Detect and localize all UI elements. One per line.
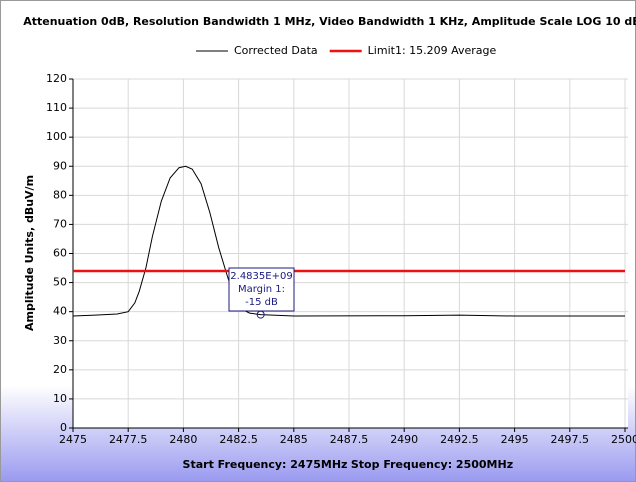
annotation-box	[228, 267, 295, 312]
x-tick-label: 2482.5	[219, 433, 258, 446]
footer-stop: Stop Frequency: 2500MHz	[351, 458, 513, 471]
y-axis-label: Amplitude Units, dBuV/m	[23, 175, 36, 331]
y-tick-label: 120	[46, 72, 67, 85]
y-tick-label: 50	[53, 276, 67, 289]
y-tick-label: 60	[53, 247, 67, 260]
y-tick-label: 0	[60, 421, 67, 434]
y-tick-label: 80	[53, 188, 67, 201]
chart-title: Attenuation 0dB, Resolution Bandwidth 1 …	[23, 15, 636, 28]
x-tick-label: 2490	[390, 433, 418, 446]
x-tick-label: 2500	[611, 433, 636, 446]
annotation-text: 2.4835E+09	[230, 271, 292, 282]
y-tick-label: 90	[53, 159, 67, 172]
y-tick-label: 110	[46, 101, 67, 114]
x-tick-label: 2485	[280, 433, 308, 446]
series-line	[72, 165, 625, 317]
legend-label: Limit1: 15.209 Average	[368, 44, 497, 57]
y-tick-label: 10	[53, 392, 67, 405]
x-tick-label: 2487.5	[330, 433, 369, 446]
y-tick-label: 100	[46, 130, 67, 143]
y-tick-label: 30	[53, 334, 67, 347]
x-tick-label: 2475	[59, 433, 87, 446]
footer-start: Start Frequency: 2475MHz	[183, 458, 348, 471]
x-tick-label: 2497.5	[551, 433, 590, 446]
annotation-text: -15 dB	[245, 297, 278, 308]
y-tick-label: 70	[53, 217, 67, 230]
y-tick-label: 20	[53, 363, 67, 376]
y-tick-label: 40	[53, 305, 67, 318]
x-tick-label: 2492.5	[440, 433, 479, 446]
legend-label: Corrected Data	[234, 44, 318, 57]
x-tick-label: 2477.5	[109, 433, 148, 446]
x-tick-label: 2495	[501, 433, 529, 446]
marker	[256, 310, 265, 319]
annotation-text: Margin 1:	[238, 284, 285, 295]
x-tick-label: 2480	[169, 433, 197, 446]
